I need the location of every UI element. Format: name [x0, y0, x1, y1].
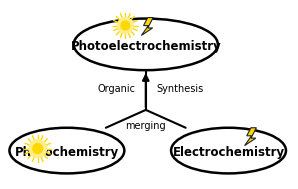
Circle shape: [33, 144, 43, 153]
Text: merging: merging: [125, 121, 166, 131]
Polygon shape: [245, 128, 256, 146]
Text: Photochemistry: Photochemistry: [15, 146, 119, 159]
Text: Organic: Organic: [97, 84, 135, 94]
Circle shape: [121, 21, 130, 30]
Text: Electrochemistry: Electrochemistry: [173, 146, 285, 159]
Text: Synthesis: Synthesis: [156, 84, 204, 94]
Polygon shape: [141, 18, 153, 35]
Text: Photoelectrochemistry: Photoelectrochemistry: [70, 40, 221, 53]
Circle shape: [29, 140, 46, 158]
Circle shape: [117, 18, 133, 33]
